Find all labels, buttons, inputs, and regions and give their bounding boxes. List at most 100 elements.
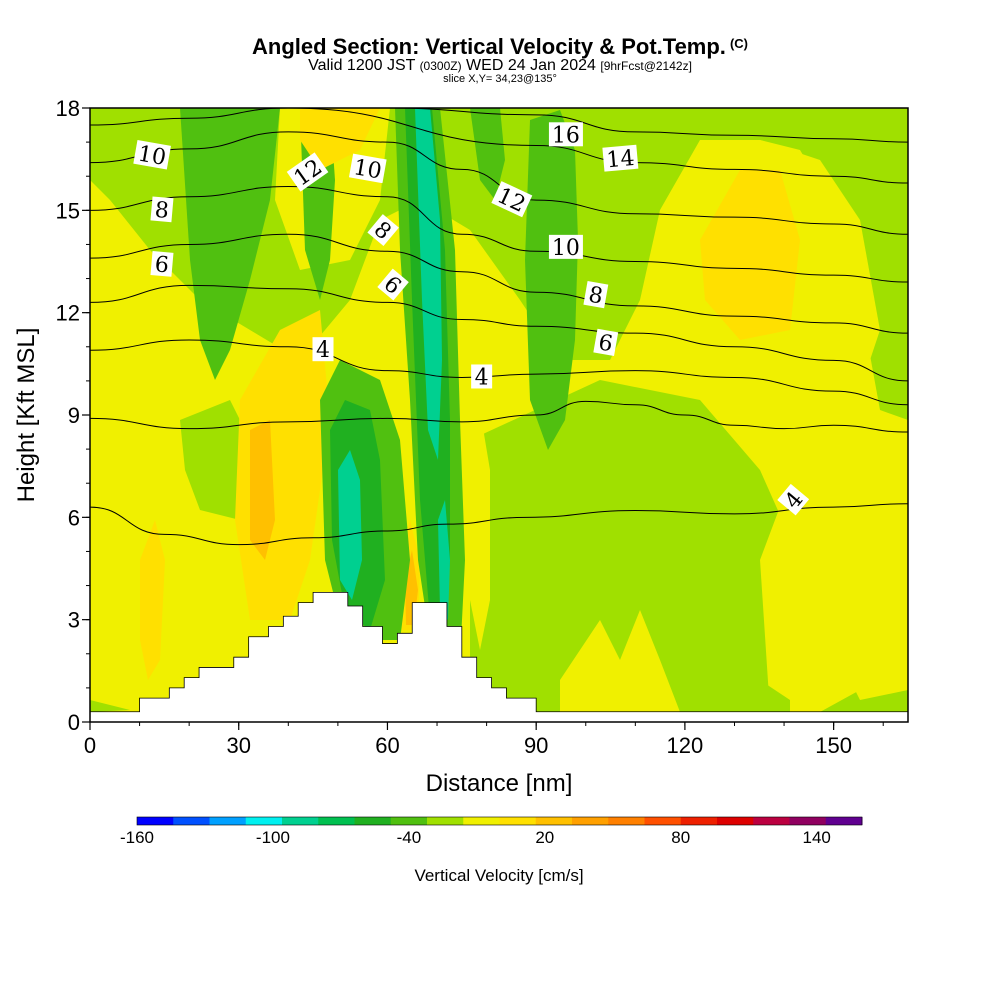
chart-title: Angled Section: Vertical Velocity & Pot.… [0, 36, 1000, 58]
contour-label-text: 8 [154, 198, 170, 224]
y-tick-label: 0 [68, 710, 80, 735]
valid-prefix: Valid 1200 JST [308, 57, 416, 74]
contour-label-box [348, 153, 387, 184]
colorbar-swatch [789, 817, 827, 825]
forecast-info: [9hrFcst@2142z] [600, 59, 692, 73]
contour-label: 10 [348, 153, 387, 185]
theta-contour-4 [90, 339, 908, 406]
slice-info: slice X,Y= 34,23@135° [443, 73, 557, 85]
colorbar-swatch [717, 817, 754, 825]
colorbar-tick-label: 80 [671, 828, 690, 847]
contour-label-box [491, 181, 533, 218]
contour-label-box [471, 364, 493, 389]
y-tick-label: 12 [56, 301, 80, 326]
colorbar-swatch [825, 817, 863, 825]
colorbar-frame [136, 816, 863, 826]
colorbar-swatch [753, 817, 790, 825]
theta-contour-12 [90, 131, 908, 235]
contour-label-box [777, 483, 810, 516]
contour-label-text: 8 [587, 283, 605, 310]
y-tick-label: 3 [68, 608, 80, 633]
contour-label-box [377, 268, 409, 301]
y-tick-label: 9 [68, 403, 80, 428]
contour-label-text: 4 [316, 338, 330, 363]
contour-label-text: 6 [596, 330, 614, 357]
contour-label: 10 [548, 234, 583, 261]
field-region-green-right [525, 110, 578, 450]
x-tick-label: 0 [84, 733, 96, 758]
field-region-orange-left-small [140, 520, 165, 680]
field-region-green-topright [470, 108, 505, 200]
potential-temperature-contours [90, 108, 908, 546]
contour-label: 8 [150, 196, 174, 224]
y-tick-label: 6 [68, 505, 80, 530]
colorbar-swatch [644, 817, 682, 825]
contour-label-text: 14 [605, 146, 635, 173]
colorbar-swatch [282, 817, 319, 825]
contour-label-box [150, 251, 174, 277]
contour-label-box [593, 328, 619, 357]
x-tick-label: 150 [815, 733, 852, 758]
field-region-yellow-plume [470, 410, 490, 650]
vertical-velocity-field [90, 108, 908, 722]
colorbar: -160 -100 -40 20 80 140 [120, 816, 863, 847]
contour-label-box [548, 122, 583, 147]
contour-label-box [367, 214, 399, 246]
contour-label-box [286, 152, 329, 192]
colorbar-swatch [318, 817, 355, 825]
colorbar-title: Vertical Velocity [cm/s] [414, 866, 583, 885]
contour-label-text: 10 [136, 142, 168, 171]
field-region-green-bottom-left [90, 700, 130, 712]
contour-label: 6 [150, 251, 174, 278]
colorbar-tick-label: -40 [397, 828, 422, 847]
x-tick-label: 90 [524, 733, 548, 758]
field-region-cyan-core-lower [438, 500, 450, 620]
y-tick-label: 18 [56, 96, 80, 121]
axes: 0 30 60 90 120 150 0 3 6 9 12 15 18 [56, 96, 884, 758]
valid-date: WED 24 Jan 2024 [466, 57, 596, 74]
chart-title-main: Angled Section: Vertical Velocity & Pot.… [252, 34, 726, 59]
colorbar-swatch [390, 817, 428, 825]
field-region-cyan-center [338, 450, 362, 600]
x-tick-label: 30 [226, 733, 250, 758]
contour-label-text: 4 [475, 365, 489, 390]
field-region-orange-topband [300, 108, 380, 170]
contour-label-box [150, 196, 174, 223]
y-axis-title: Height [Kft MSL] [13, 328, 40, 503]
field-region-yellow-right [760, 480, 860, 712]
y-tick-label: 15 [56, 198, 80, 223]
x-tick-label: 120 [667, 733, 704, 758]
colorbar-swatch [427, 817, 464, 825]
chart-title-block: Angled Section: Vertical Velocity & Pot.… [0, 36, 1000, 85]
colorbar-swatch [173, 817, 210, 825]
contour-label: 10 [133, 140, 171, 171]
field-region-orange-right [700, 170, 800, 340]
theta-contour-16 [387, 108, 908, 143]
colorbar-tick-label: 140 [803, 828, 831, 847]
colorbar-tick-label: -100 [256, 828, 290, 847]
contour-label-text: 16 [552, 123, 580, 148]
contour-label-box [583, 280, 609, 309]
theta-contour-6 [90, 284, 908, 382]
colorbar-swatch [209, 817, 247, 825]
field-region-cyan-core [415, 108, 442, 460]
contour-label: 4 [312, 337, 334, 363]
colorbar-swatch [463, 817, 500, 825]
theta-contour-8 [90, 233, 908, 334]
colorbar-swatch [572, 817, 609, 825]
theta-contour-10 [90, 185, 908, 283]
colorbar-swatch [354, 817, 392, 825]
contour-label: 4 [471, 364, 493, 390]
field-region-green-lower-right-2 [745, 680, 790, 712]
contour-label-text: 6 [154, 252, 170, 278]
theta-contour-4 [90, 400, 908, 433]
chart-title-tag: (C) [729, 36, 748, 51]
terrain-profile [89, 591, 909, 723]
x-axis-title: Distance [nm] [426, 770, 573, 797]
contour-label-box [312, 337, 334, 362]
contour-label-box [602, 144, 639, 172]
colorbar-tick-label: -160 [120, 828, 154, 847]
contour-label-box [133, 140, 171, 170]
field-region-green-upper-left [180, 108, 280, 380]
